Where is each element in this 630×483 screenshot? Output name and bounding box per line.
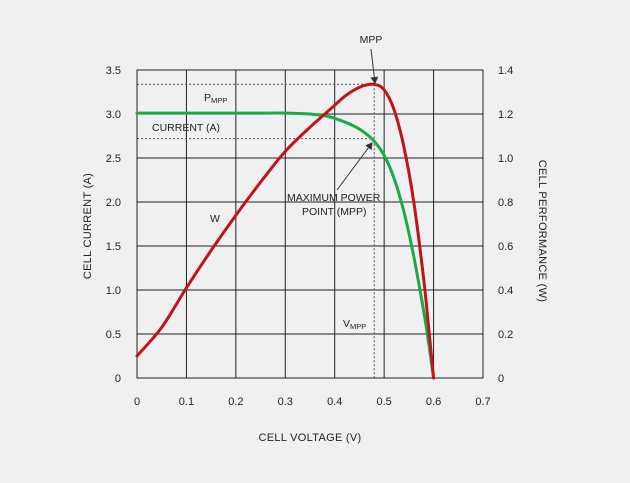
y-right-tick-label: 1.0 bbox=[498, 153, 513, 165]
y-left-tick-label: 2.5 bbox=[106, 153, 121, 165]
power-curve bbox=[135, 82, 436, 380]
y-axis-left-title: CELL CURRENT (A) bbox=[82, 173, 94, 279]
y-left-tick-label: 0 bbox=[115, 373, 121, 385]
max-power-label-line2: POINT (MPP) bbox=[302, 206, 367, 218]
v-mpp-main: V bbox=[343, 318, 350, 330]
max-power-label-line1: MAXIMUM POWER bbox=[287, 192, 381, 204]
y-right-tick-label: 0.4 bbox=[498, 285, 513, 297]
y-right-tick-label: 0.6 bbox=[498, 241, 513, 253]
y-right-tick-label: 1.2 bbox=[498, 109, 513, 121]
mpp-guides bbox=[137, 83, 375, 378]
y-right-tick-label: 1.4 bbox=[498, 65, 513, 77]
p-mpp-sub: MPP bbox=[211, 96, 227, 105]
y-left-tick-label: 1.5 bbox=[106, 241, 121, 253]
x-axis-title: CELL VOLTAGE (V) bbox=[258, 432, 361, 444]
v-mpp-sub: MPP bbox=[350, 322, 366, 331]
grid bbox=[136, 69, 484, 379]
p-mpp-label: PMPP bbox=[204, 92, 227, 105]
plot-frame bbox=[136, 69, 484, 379]
x-tick-label: 0 bbox=[134, 396, 140, 408]
x-tick-label: 0.4 bbox=[327, 396, 342, 408]
x-tick-label: 0.5 bbox=[376, 396, 391, 408]
x-tick-label: 0.6 bbox=[426, 396, 441, 408]
x-tick-label: 0.1 bbox=[179, 396, 194, 408]
y-left-tick-label: 3.5 bbox=[106, 65, 121, 77]
power-curve-label: W bbox=[210, 213, 220, 225]
series bbox=[135, 82, 436, 380]
y-right-tick-label: 0.2 bbox=[498, 329, 513, 341]
y-right-tick-label: 0.8 bbox=[498, 197, 513, 209]
y-left-tick-label: 2.0 bbox=[106, 197, 121, 209]
mpp-label: MPP bbox=[360, 34, 383, 46]
x-tick-label: 0.2 bbox=[228, 396, 243, 408]
y-axis-right-title: CELL PERFORMANCE (W) bbox=[536, 160, 548, 303]
y-left-tick-label: 3.0 bbox=[106, 109, 121, 121]
tick-labels: 0 0.1 0.2 0.3 0.4 0.5 0.6 0.7 0 0.5 1.0 1.5 2.0 2.5 3.… bbox=[106, 65, 514, 408]
plot-background bbox=[137, 70, 483, 378]
y-left-tick-label: 1.0 bbox=[106, 285, 121, 297]
y-left-tick-label: 0.5 bbox=[106, 329, 121, 341]
x-tick-label: 0.7 bbox=[475, 396, 490, 408]
p-mpp-main: P bbox=[204, 92, 211, 104]
max-power-arrow bbox=[336, 142, 373, 191]
current-curve bbox=[135, 111, 436, 380]
y-right-tick-label: 0 bbox=[498, 373, 504, 385]
current-curve-label: CURRENT (A) bbox=[152, 122, 220, 134]
x-tick-label: 0.3 bbox=[278, 396, 293, 408]
annotations: MPP PMPP CURRENT (A) W MAXIMUM POWER POI… bbox=[152, 34, 382, 331]
mpp-arrow bbox=[370, 48, 379, 84]
v-mpp-label: VMPP bbox=[343, 318, 366, 331]
